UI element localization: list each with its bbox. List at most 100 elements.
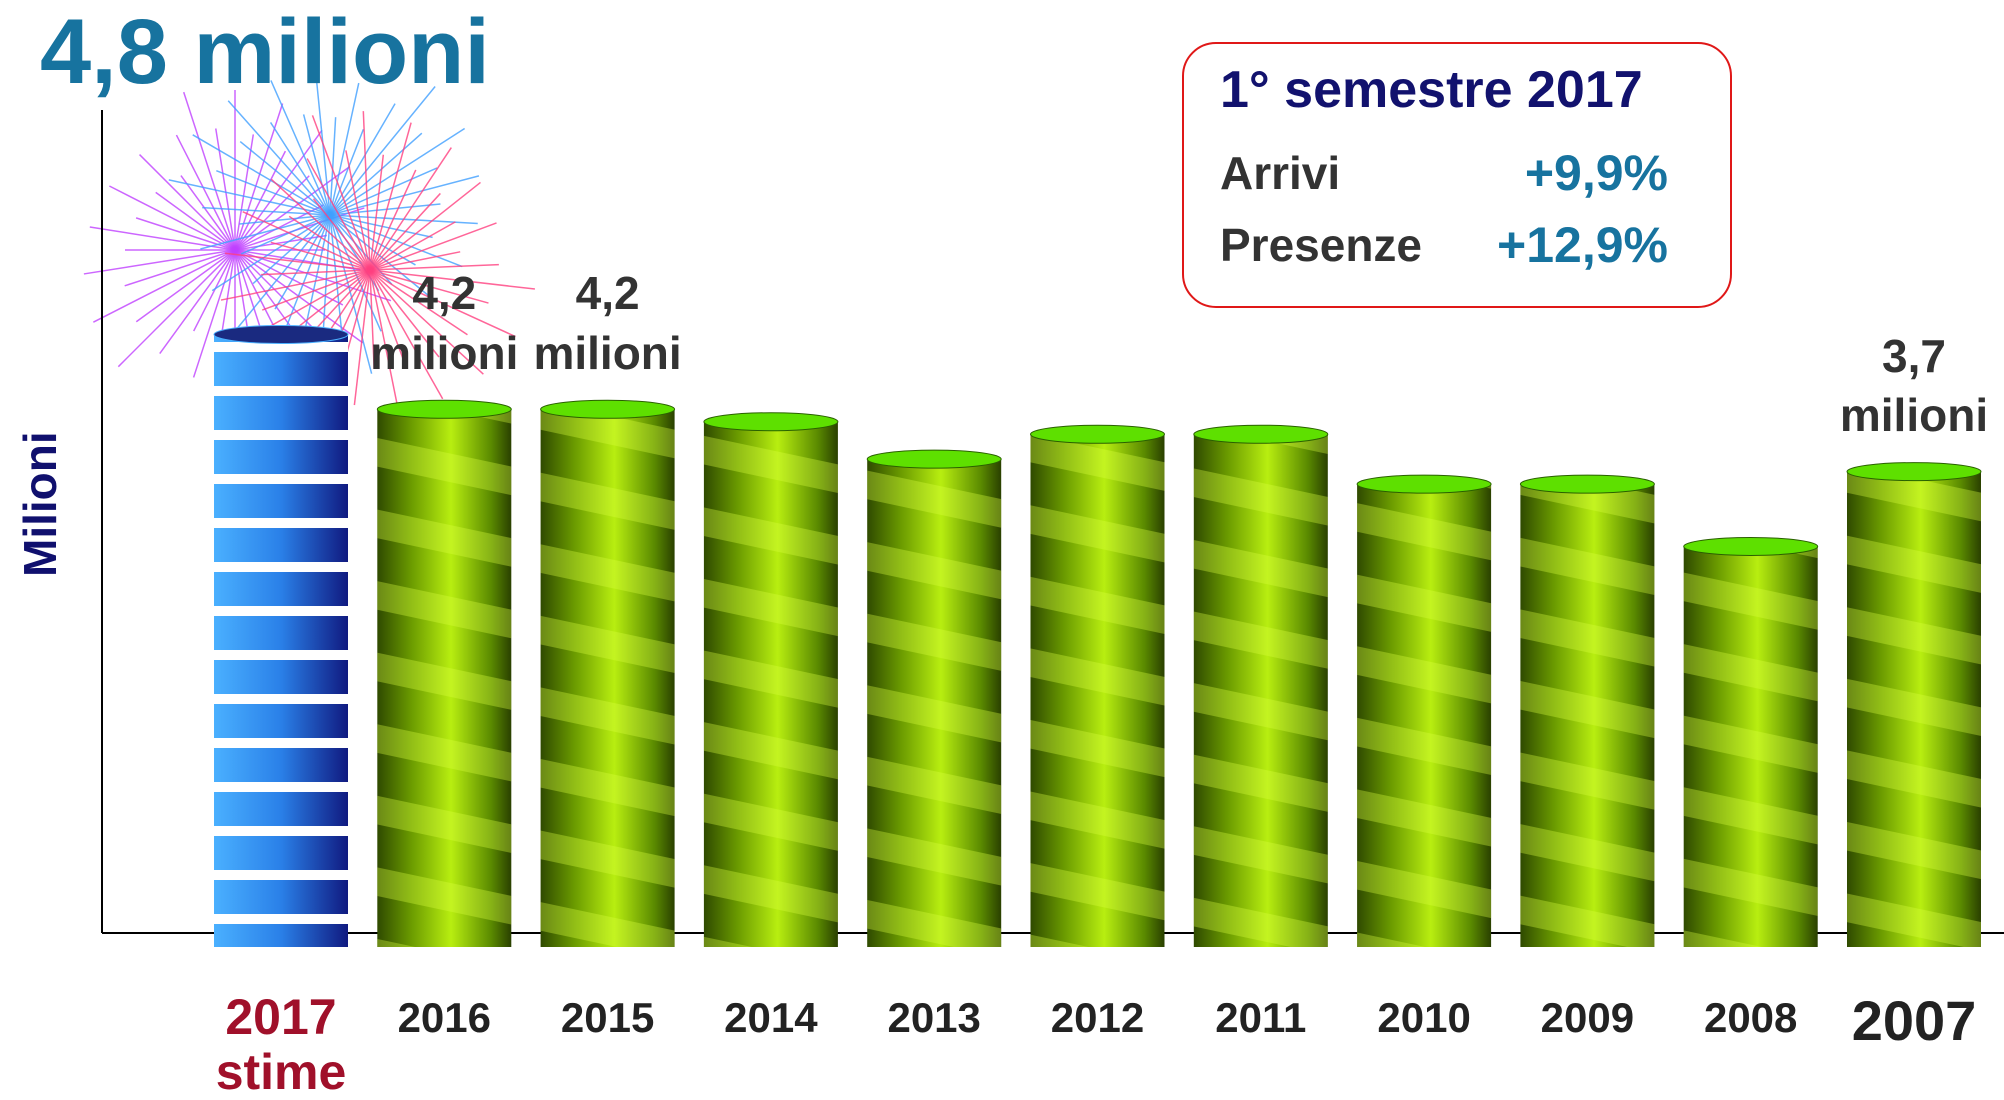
bar-stripes — [867, 459, 1002, 947]
firework-ray — [224, 252, 371, 271]
bar-stripes — [1683, 546, 1818, 947]
firework-ray — [304, 214, 331, 328]
bar-stripes — [1193, 434, 1328, 947]
data-label: 4,2 milioni — [533, 267, 682, 380]
annotation-label: Presenze — [1220, 219, 1423, 271]
firework-ray — [369, 269, 375, 369]
firework-ray — [344, 269, 371, 360]
annotation-value: +12,9% — [1497, 217, 1668, 273]
firework-ray — [211, 214, 331, 292]
firework-ray — [124, 249, 236, 287]
firework-ray — [216, 169, 331, 216]
bar-stripes — [1847, 471, 1981, 947]
firework-ray — [369, 169, 417, 271]
firework-ray — [369, 269, 444, 400]
firework-ray — [369, 269, 535, 290]
firework-ray — [369, 147, 452, 271]
firework-ray — [270, 80, 331, 216]
firework-ray — [369, 269, 484, 375]
cylinder — [376, 399, 512, 948]
firework-ray — [369, 251, 461, 271]
firework-ray — [329, 82, 360, 216]
firework-ray — [239, 214, 331, 225]
cylinder — [213, 324, 349, 947]
firework-ray — [312, 198, 371, 271]
firework-ray — [369, 192, 441, 271]
firework-ray — [369, 269, 516, 338]
bar-stripes — [1520, 484, 1655, 947]
bar-top — [1193, 424, 1329, 444]
cylinder — [540, 399, 676, 948]
chart-title: 4,8 milioni — [40, 1, 490, 103]
firework-ray — [369, 269, 399, 410]
data-label: 4,2 milioni — [370, 267, 519, 380]
firework-ray — [369, 269, 408, 369]
firework-ray — [369, 263, 499, 271]
bar-top — [1030, 424, 1165, 444]
cylinder — [1193, 424, 1329, 947]
firework-ray — [135, 249, 236, 323]
cylinder — [1846, 462, 1982, 947]
annotation-label: Arrivi — [1220, 147, 1341, 199]
firework-ray — [353, 269, 371, 406]
bar-top — [1356, 474, 1492, 494]
firework-ray — [369, 269, 440, 358]
firework-ray — [302, 114, 331, 216]
firework-ray — [139, 154, 236, 251]
firework-ray — [329, 167, 438, 216]
firework-ray — [329, 129, 365, 216]
annotation-value: +9,9% — [1524, 145, 1668, 201]
firework-ray — [270, 241, 371, 271]
firework-ray — [369, 181, 481, 271]
bar-stripes — [1030, 434, 1165, 947]
firework-ray — [193, 249, 236, 332]
firework-ray — [200, 214, 331, 250]
bar-stripes — [214, 334, 348, 947]
bar-stripes — [377, 409, 512, 948]
bar-stripes — [703, 421, 838, 947]
firework-ray — [345, 150, 371, 271]
firework-ray — [369, 269, 468, 336]
cylinder — [703, 412, 839, 947]
cylinder — [1356, 474, 1492, 947]
firework-ray — [175, 134, 236, 251]
x-tick-label: 2009 — [1540, 994, 1635, 1041]
x-tick-label: 2010 — [1377, 994, 1471, 1041]
firework-ray — [192, 249, 236, 378]
x-tick-label: 2014 — [724, 994, 818, 1041]
firework-ray — [252, 214, 331, 285]
firework-ray — [220, 269, 371, 301]
firework-ray — [329, 103, 396, 216]
firework-ray — [92, 249, 236, 323]
annotation-title: 1° semestre 2017 — [1220, 61, 1643, 119]
firework-ray — [329, 86, 436, 216]
firework-ray — [215, 128, 236, 251]
x-tick-label: 2011 — [1215, 994, 1307, 1041]
firework-ray — [369, 221, 456, 271]
firework-ray — [240, 214, 331, 255]
x-tick-label: 2015 — [560, 994, 655, 1041]
firework-ray — [234, 165, 351, 251]
cylinder — [1519, 474, 1655, 947]
bar-top — [1683, 536, 1819, 556]
bar-stripes — [1357, 484, 1492, 947]
firework-ray — [306, 158, 371, 271]
bar-top — [540, 399, 676, 419]
x-tick-label: 2013 — [887, 994, 981, 1041]
firework-ray — [109, 185, 236, 251]
firework-ray — [182, 91, 236, 251]
bar-top — [1846, 462, 1982, 482]
firework-ray — [180, 175, 236, 251]
bar-stripes — [540, 409, 675, 948]
firework-ray — [155, 191, 236, 251]
firework-ray — [329, 132, 423, 216]
x-tick-label: 2017 stime — [215, 989, 347, 1100]
firework-ray — [270, 178, 371, 271]
firework-ray — [369, 222, 497, 271]
firework-ray — [239, 140, 331, 216]
firework-ray — [234, 129, 323, 251]
firework-ray — [261, 269, 371, 276]
bar-top — [376, 399, 512, 419]
